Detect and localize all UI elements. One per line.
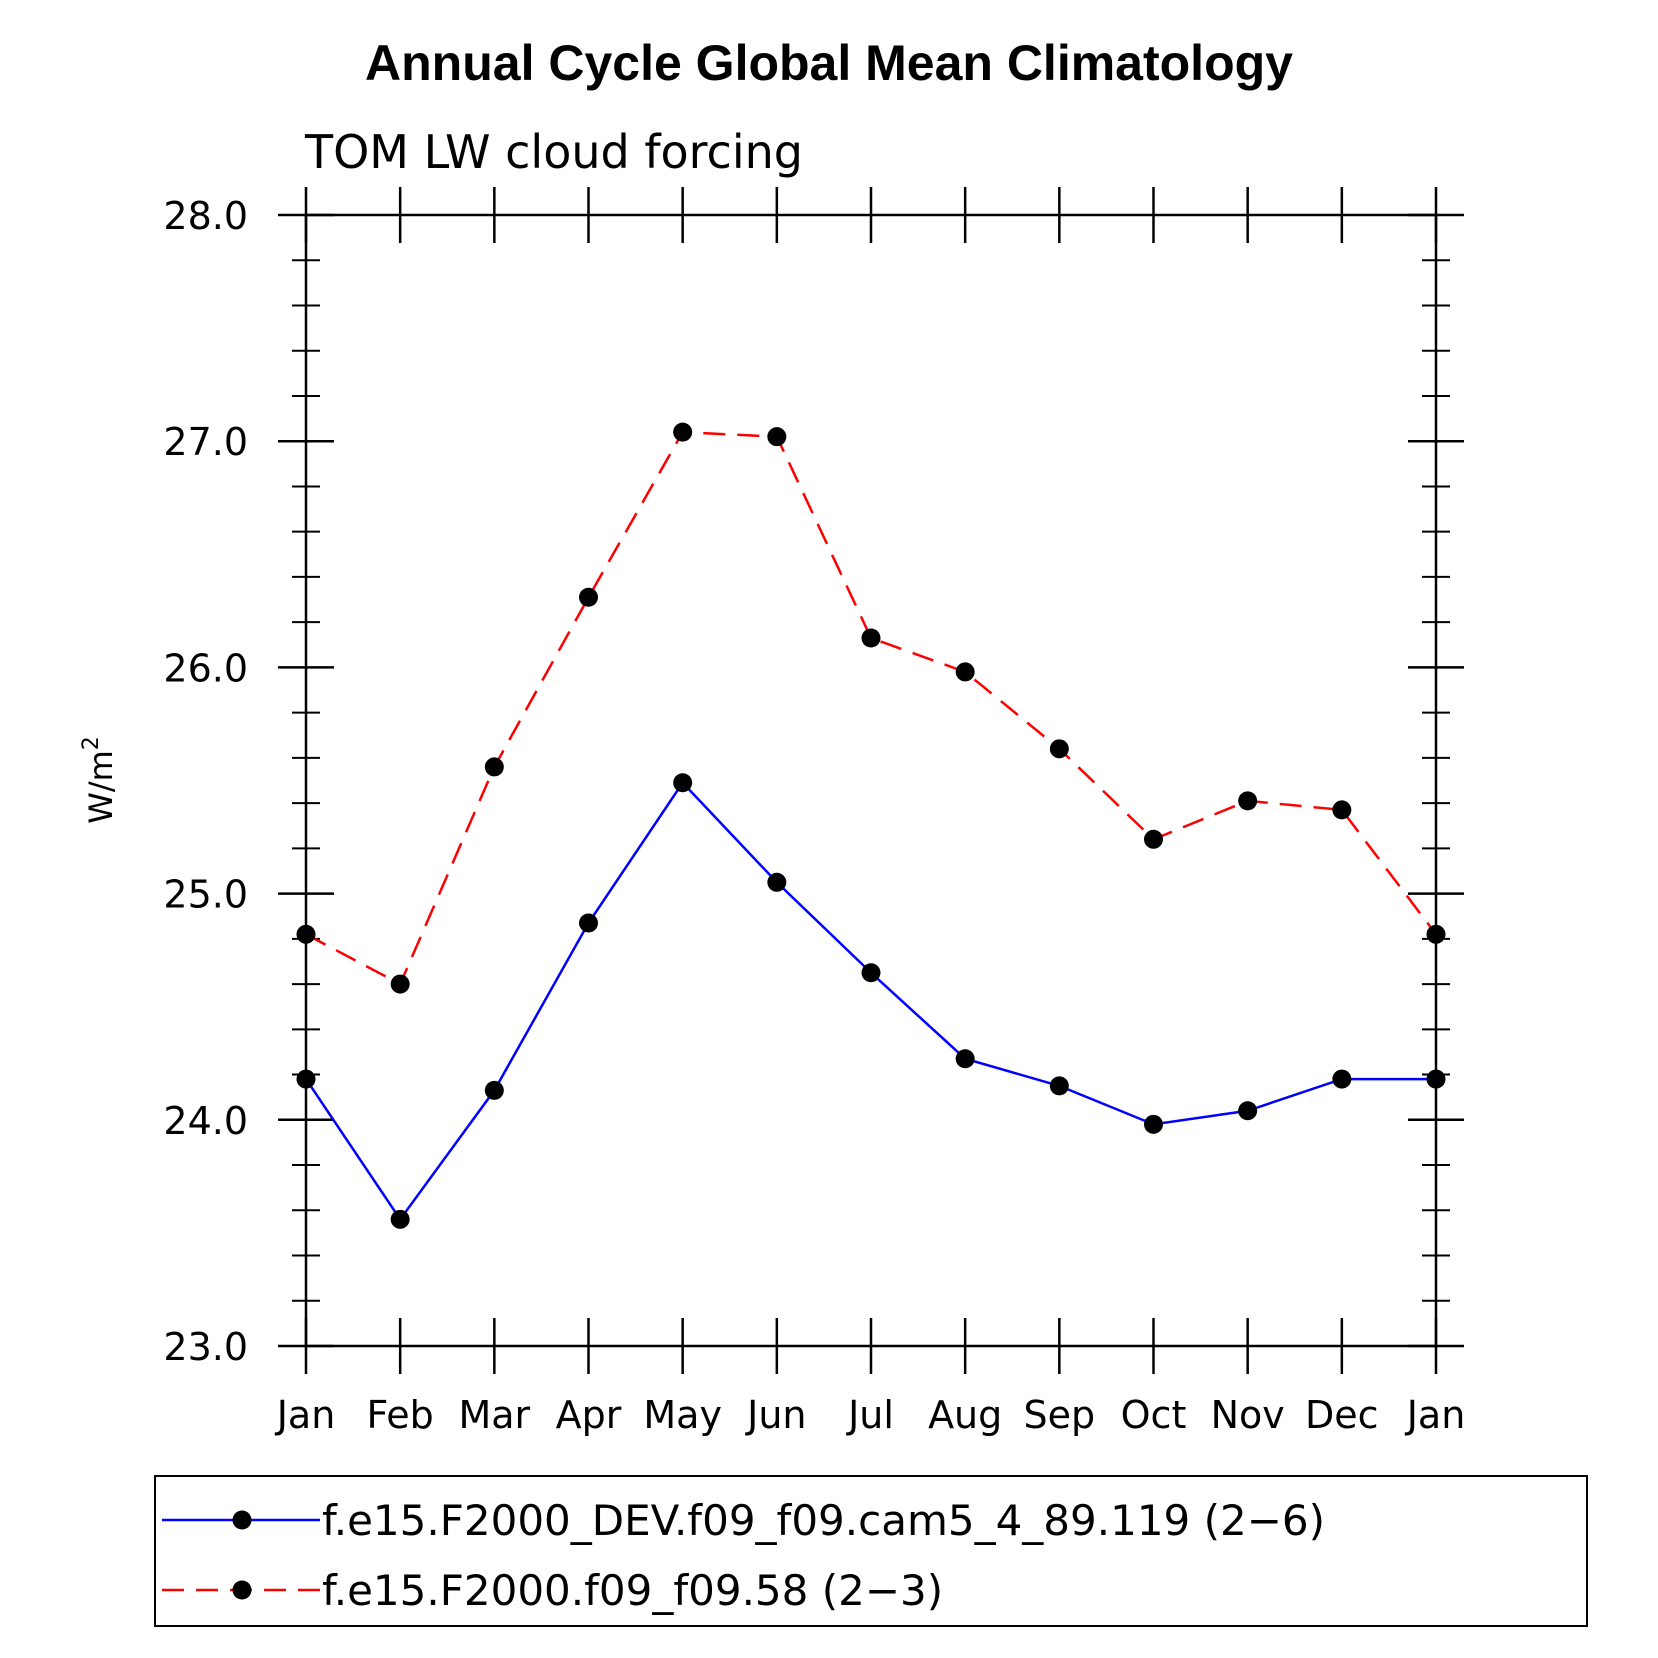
plot-frame	[304, 213, 1438, 1348]
x-tick-label: Oct	[1121, 1393, 1187, 1437]
series-2-point	[579, 587, 598, 607]
series-2-point	[861, 628, 881, 648]
series-1-point	[1144, 1114, 1163, 1134]
x-tick-label: Nov	[1211, 1393, 1285, 1437]
legend-swatch-marker-1	[232, 1510, 252, 1530]
series-line-1	[304, 780, 1436, 1222]
series-2-point	[1144, 829, 1163, 849]
series-2-point	[1238, 791, 1258, 811]
y-tick-label: 23.0	[163, 1325, 248, 1369]
y-tick-label: 26.0	[163, 646, 248, 690]
series-1-point	[579, 913, 598, 933]
x-tick-label: Aug	[928, 1393, 1002, 1437]
y-tick-label: 24.0	[163, 1099, 248, 1143]
y-tick-label: 27.0	[163, 420, 248, 464]
series-1-point	[1332, 1069, 1352, 1089]
x-tick-label: Mar	[458, 1393, 530, 1437]
series-1-point	[1049, 1076, 1069, 1096]
series-2-point	[484, 757, 504, 777]
y-axis-label-superscript: 2	[79, 736, 104, 750]
x-tick-label: Dec	[1305, 1393, 1379, 1437]
series-1-point	[955, 1049, 975, 1069]
x-axis: Jan Feb Mar Apr May Jun Jul Aug Sep Oct Nov Dec Jan	[275, 187, 1466, 1437]
x-tick-label: Jan	[1405, 1393, 1466, 1437]
series-layer	[296, 422, 1446, 1229]
x-tick-label: May	[643, 1393, 722, 1437]
series-2-point	[1332, 800, 1352, 820]
x-tick-label: Sep	[1024, 1393, 1096, 1437]
series-2-point	[1049, 739, 1069, 759]
series-1-point	[1426, 1069, 1446, 1089]
x-tick-label: Apr	[556, 1393, 622, 1437]
chart-subtitle: TOM LW cloud forcing	[304, 125, 803, 179]
x-tick-label: Jul	[846, 1393, 894, 1437]
x-tick-label: Jan	[275, 1393, 336, 1437]
y-tick-label: 25.0	[163, 873, 248, 917]
y-axis-label: W/m2	[79, 736, 120, 824]
y-tick-label: 28.0	[163, 194, 248, 238]
series-line-2	[305, 430, 1437, 986]
series-1-point	[296, 1069, 316, 1089]
series-2-point	[673, 422, 693, 442]
series-1-point	[767, 872, 787, 892]
legend-box	[154, 1475, 1588, 1627]
y-axis: 23.0 24.0 25.0 26.0 27.0 28.0	[163, 194, 1464, 1369]
series-2-point	[390, 974, 410, 994]
legend: f.e15.F2000_DEV.f09_f09.cam5_4_89.119 (2…	[162, 1496, 1325, 1615]
series-1-point	[484, 1080, 504, 1100]
series-1-point	[861, 963, 881, 983]
x-tick-label: Feb	[367, 1393, 434, 1437]
legend-label-1: f.e15.F2000_DEV.f09_f09.cam5_4_89.119 (2…	[322, 1496, 1325, 1545]
series-2-point	[767, 427, 787, 447]
series-1-point	[390, 1209, 410, 1229]
series-1-point	[673, 773, 693, 793]
chart-title: Annual Cycle Global Mean Climatology	[365, 35, 1293, 91]
series-2-point	[1426, 924, 1446, 944]
series-1-point	[1238, 1101, 1258, 1121]
legend-swatch-marker-2	[232, 1580, 252, 1600]
series-2-point	[955, 662, 975, 682]
y-axis-label-base: W/m	[82, 750, 120, 824]
x-tick-label: Jun	[745, 1393, 806, 1437]
legend-label-2: f.e15.F2000.f09_f09.58 (2−3)	[322, 1566, 943, 1615]
series-2-point	[296, 924, 316, 944]
